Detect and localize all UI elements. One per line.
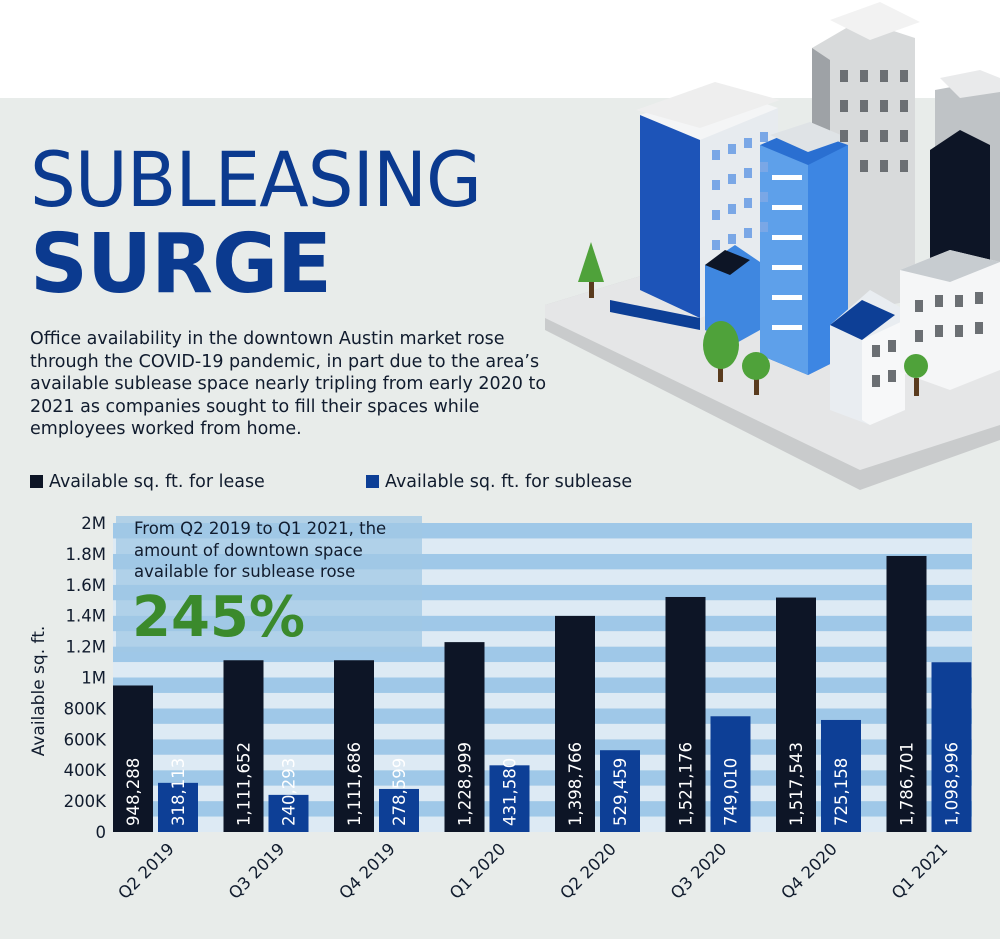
callout-text: From Q2 2019 to Q1 2021, the amount of d…	[134, 519, 387, 581]
background-stripe	[113, 785, 972, 802]
bar-lease	[223, 660, 264, 832]
bar-value-label: 240,293	[280, 758, 299, 826]
x-tick-label: Q4 2019	[335, 839, 398, 902]
x-tick-label: Q2 2020	[556, 839, 619, 902]
legend-item-sublease: Available sq. ft. for sublease	[366, 472, 632, 492]
bar-value-label: 725,158	[832, 758, 851, 826]
x-tick-label: Q2 2019	[114, 839, 177, 902]
bar-value-label: 1,521,176	[677, 742, 696, 826]
legend-swatch-sublease	[366, 475, 379, 488]
y-tick-label: 1M	[81, 669, 106, 688]
bar-lease	[113, 685, 153, 832]
bar-lease	[886, 555, 927, 832]
y-tick-label: 600K	[64, 730, 107, 749]
legend-label-sublease: Available sq. ft. for sublease	[385, 472, 633, 492]
bar-lease	[444, 642, 485, 832]
background-stripe	[113, 662, 972, 678]
bar-value-label: 431,580	[501, 758, 520, 826]
bars	[113, 555, 972, 832]
y-tick-label: 1.8M	[66, 545, 106, 564]
bar-lease	[665, 596, 706, 832]
y-tick-label: 400K	[64, 761, 107, 780]
y-axis-ticks: 0 200K 400K 600K 800K 1M 1.2M 1.4M 1.6M 1.8M 2M	[64, 514, 107, 842]
x-tick-label: Q1 2021	[888, 839, 951, 902]
background-stripe	[113, 801, 972, 817]
bar-sublease	[268, 794, 309, 832]
bar-value-label: 1,111,686	[345, 742, 364, 826]
bar-sublease	[379, 788, 419, 832]
x-axis-ticks: Q2 2019 Q3 2019 Q4 2019 Q1 2020 Q2 2020 Q3 20…	[114, 839, 951, 902]
y-tick-label: 1.2M	[66, 638, 106, 657]
bar-value-label: 1,786,701	[898, 742, 917, 826]
bar-value-label: 749,010	[722, 758, 741, 826]
y-tick-label: 200K	[64, 792, 107, 811]
legend-label-lease: Available sq. ft. for lease	[49, 472, 265, 492]
y-tick-label: 1.6M	[66, 576, 106, 595]
background-stripe	[113, 708, 972, 724]
bar-sublease	[931, 662, 972, 832]
background-stripe	[113, 723, 972, 740]
background-stripe	[113, 754, 972, 771]
x-tick-label: Q4 2020	[777, 839, 840, 902]
x-tick-label: Q3 2020	[667, 839, 730, 902]
bar-sublease	[489, 765, 530, 832]
bar-value-label: 1,111,652	[235, 742, 254, 826]
bar-value-label: 1,398,766	[566, 742, 585, 826]
y-axis-label: Available sq. ft.	[29, 625, 49, 757]
callout-percent: 245%	[132, 585, 306, 650]
background-stripe	[113, 770, 972, 786]
y-tick-label: 2M	[81, 514, 106, 533]
x-tick-label: Q1 2020	[446, 839, 509, 902]
bar-labels: 948,288 318,113 1,111,652 240,293 1,111,686 2…	[124, 742, 962, 826]
background-stripe	[113, 739, 972, 755]
bar-lease	[776, 597, 816, 832]
legend-swatch-lease	[30, 475, 43, 488]
y-tick-label: 800K	[64, 699, 107, 718]
bar-value-label: 948,288	[124, 758, 143, 826]
callout-box	[116, 516, 422, 652]
bar-lease	[555, 615, 595, 832]
bar-value-label: 278,599	[390, 758, 409, 826]
bar-lease	[334, 660, 374, 832]
legend-item-lease: Available sq. ft. for lease	[30, 472, 265, 492]
bar-value-label: 1,517,543	[787, 742, 806, 826]
bar-value-label: 1,098,996	[943, 742, 962, 826]
background-stripe	[113, 692, 972, 709]
intro-paragraph: Office availability in the downtown Aust…	[30, 329, 547, 439]
x-tick-label: Q3 2019	[225, 839, 288, 902]
background-stripe	[113, 677, 972, 693]
y-tick-label: 1.4M	[66, 607, 106, 626]
bar-sublease	[821, 719, 861, 832]
bar-value-label: 1,228,999	[456, 742, 475, 826]
y-tick-label: 0	[96, 823, 107, 842]
bar-sublease	[158, 782, 198, 832]
bar-sublease	[600, 750, 640, 832]
bar-value-label: 529,459	[611, 758, 630, 826]
title-line-2: SURGE	[30, 217, 332, 312]
bar-value-label: 318,113	[169, 758, 188, 826]
background-stripe	[113, 816, 972, 832]
bar-sublease	[710, 716, 751, 832]
title-line-1: SUBLEASING	[30, 135, 482, 224]
